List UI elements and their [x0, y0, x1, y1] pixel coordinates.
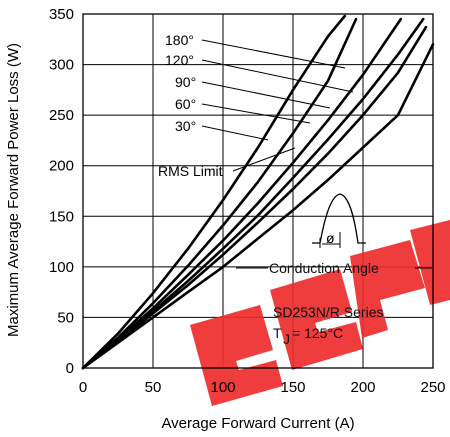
- series-line-60: [81, 17, 358, 370]
- tj-symbol: T: [273, 325, 282, 341]
- annotations: 180° 120° 90° 60° 30° RMS Limit ø Conduc…: [158, 32, 432, 347]
- rms-limit-label: RMS Limit: [158, 163, 223, 179]
- series-line-90: [81, 17, 403, 370]
- leader-60: [201, 103, 311, 124]
- leader-90: [201, 81, 331, 109]
- tj-subscript: J: [283, 331, 290, 347]
- label-90: 90°: [175, 74, 196, 90]
- plot-border: [82, 13, 434, 369]
- label-30: 30°: [175, 118, 196, 134]
- plot-frame: [82, 13, 434, 369]
- y-tick-label: 0: [66, 360, 74, 377]
- rms-limit-leader: [232, 147, 296, 172]
- x-tick-label: 0: [79, 379, 87, 396]
- x-tick-label: 200: [350, 379, 375, 396]
- y-tick-label: 150: [49, 208, 74, 225]
- tj-value: = 125°C: [292, 325, 343, 341]
- watermark-e-1: [190, 305, 283, 406]
- x-tick-label: 50: [145, 379, 162, 396]
- series-line-DC: [81, 43, 435, 370]
- x-tick-label: 100: [210, 379, 235, 396]
- series-name-label: SD253N/R Series: [273, 304, 384, 320]
- y-tick-label: 250: [49, 107, 74, 124]
- series-line-30: [81, 14, 347, 370]
- phi-label: ø: [326, 230, 335, 246]
- label-120: 120°: [165, 52, 194, 68]
- conduction-angle-label: Conduction Angle: [269, 260, 379, 276]
- watermark: [190, 220, 450, 406]
- y-tick-label: 350: [49, 6, 74, 23]
- x-tick-label: 150: [280, 379, 305, 396]
- label-60: 60°: [175, 96, 196, 112]
- watermark-p: [350, 240, 425, 338]
- y-axis-title: Maximum Average Forward Power Loss (W): [5, 43, 22, 337]
- ticks: 0 50 100 150 200 250 0 50 100 150 200 250 300 350: [49, 6, 446, 396]
- watermark-e-2: [270, 269, 363, 370]
- conduction-angle-icon: ø: [312, 193, 366, 248]
- y-tick-label: 100: [49, 259, 74, 276]
- leader-180: [201, 39, 346, 69]
- leader-30: [201, 125, 269, 141]
- x-tick-label: 250: [420, 379, 445, 396]
- series-line-120: [81, 17, 425, 370]
- series: [81, 14, 435, 370]
- y-tick-label: 50: [57, 309, 74, 326]
- x-axis-title: Average Forward Current (A): [161, 415, 354, 432]
- watermark-w: [410, 220, 450, 305]
- leader-120: [201, 59, 354, 93]
- y-tick-label: 300: [49, 57, 74, 74]
- y-tick-label: 200: [49, 158, 74, 175]
- label-180: 180°: [165, 32, 194, 48]
